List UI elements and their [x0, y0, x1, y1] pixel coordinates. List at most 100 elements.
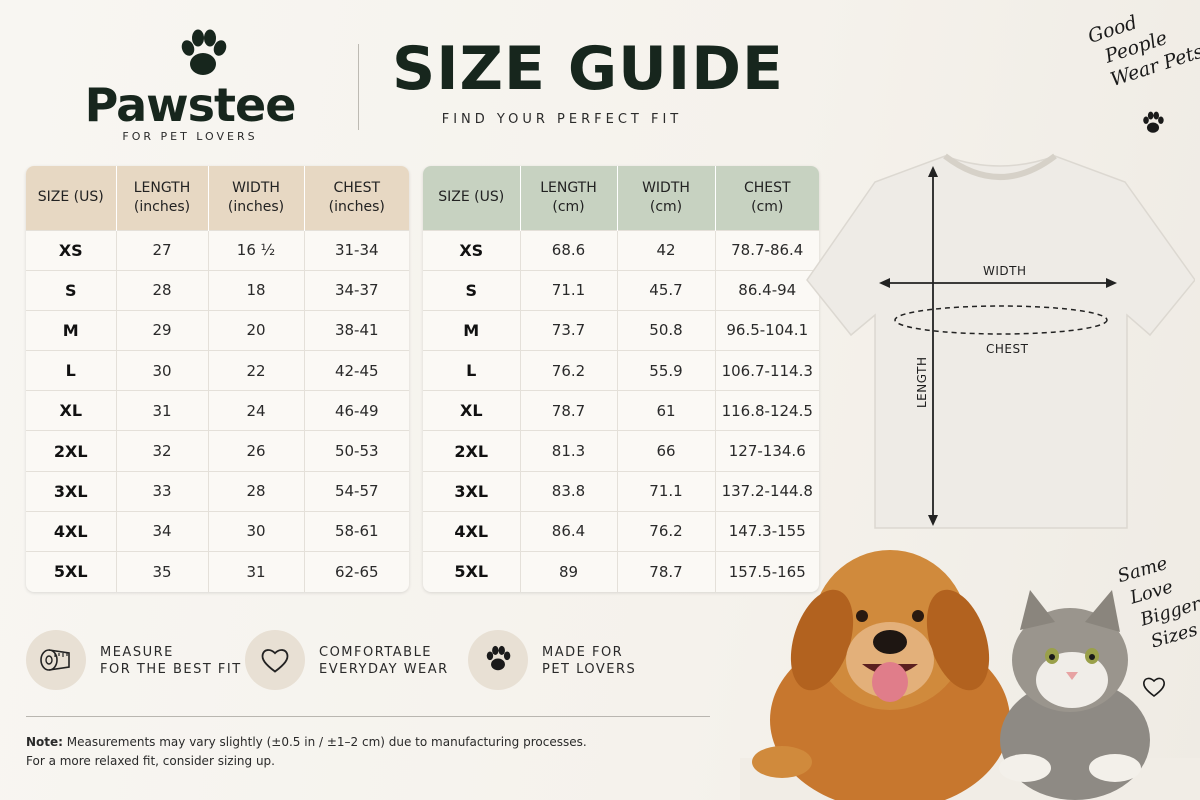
- measurement-cell: 50.8: [617, 309, 716, 351]
- measurement-cell: 66: [617, 430, 716, 472]
- header-size: SIZE (US): [26, 166, 117, 230]
- measurement-cell: 46-49: [304, 390, 409, 431]
- measurement-cell: 78.7: [617, 550, 716, 592]
- measurement-cell: 31: [208, 550, 305, 592]
- footer-divider: [26, 716, 710, 717]
- measurement-cell: 55.9: [617, 350, 716, 391]
- feature-line: MADE FOR: [542, 645, 624, 660]
- footnote-line: For a more relaxed fit, consider sizing …: [26, 754, 275, 768]
- measurement-cell: 73.7: [520, 309, 618, 351]
- brand-name: Pawstee: [84, 78, 297, 132]
- paw-icon: [486, 645, 511, 671]
- feature-line: MEASURE: [100, 645, 174, 660]
- size-cell: 5XL: [423, 550, 521, 592]
- table-row: M 29 20 38-41: [26, 309, 409, 351]
- table-header-row: SIZE (US) LENGTH (cm) WIDTH (cm) CHEST (cm): [423, 166, 819, 230]
- footnote: Note: Measurements may vary slightly (±0…: [26, 733, 726, 771]
- table-row: XS 27 16 ½ 31-34: [26, 229, 409, 271]
- measurement-cell: 137.2-144.8: [715, 470, 819, 512]
- size-table-inches: SIZE (US) LENGTH (inches) WIDTH (inches) C…: [26, 166, 409, 592]
- size-cell: 4XL: [423, 510, 521, 552]
- size-cell: 4XL: [26, 510, 117, 552]
- feature-pet-lovers: MADE FOR PET LOVERS: [468, 630, 678, 690]
- header-length: LENGTH (inches): [116, 166, 209, 230]
- table-row: S 28 18 34-37: [26, 269, 409, 311]
- paw-logo-icon: [181, 29, 227, 75]
- feature-icon-circle: [468, 630, 528, 690]
- table-row: L 76.2 55.9 106.7-114.3: [423, 350, 819, 391]
- header-width: WIDTH (inches): [208, 166, 305, 230]
- width-label: WIDTH: [983, 264, 1027, 278]
- size-cell: M: [26, 309, 117, 351]
- table-row: XS 68.6 42 78.7-86.4: [423, 229, 819, 271]
- measurement-cell: 34: [116, 510, 209, 552]
- header-size: SIZE (US): [423, 166, 521, 230]
- measurement-cell: 78.7: [520, 390, 618, 431]
- size-cell: XL: [423, 390, 521, 431]
- table-row: 5XL 35 31 62-65: [26, 550, 409, 592]
- size-table-cm: SIZE (US) LENGTH (cm) WIDTH (cm) CHEST (cm)…: [423, 166, 819, 592]
- footnote-label: Note:: [26, 735, 63, 749]
- slogan-top: Good People Wear Pets: [1085, 0, 1200, 94]
- table-row: S 71.1 45.7 86.4-94: [423, 269, 819, 311]
- measurement-cell: 81.3: [520, 430, 618, 472]
- table-row: 2XL 32 26 50-53: [26, 430, 409, 472]
- measurement-cell: 50-53: [304, 430, 409, 472]
- measurement-cell: 68.6: [520, 229, 618, 271]
- measurement-cell: 106.7-114.3: [715, 350, 819, 391]
- measuring-tape-icon: [40, 649, 70, 671]
- measurement-cell: 34-37: [304, 269, 409, 311]
- measurement-cell: 96.5-104.1: [715, 309, 819, 351]
- table-row: 4XL 34 30 58-61: [26, 510, 409, 552]
- size-cell: M: [423, 309, 521, 351]
- measurement-cell: 20: [208, 309, 305, 351]
- measurement-cell: 28: [116, 269, 209, 311]
- measurement-cell: 58-61: [304, 510, 409, 552]
- length-label: LENGTH: [915, 356, 929, 408]
- feature-line: FOR THE BEST FIT: [100, 662, 242, 677]
- table-row: L 30 22 42-45: [26, 350, 409, 391]
- measurement-cell: 61: [617, 390, 716, 431]
- measurement-cell: 83.8: [520, 470, 618, 512]
- measurement-cell: 26: [208, 430, 305, 472]
- measurement-cell: 62-65: [304, 550, 409, 592]
- heart-icon: [261, 649, 289, 673]
- measurement-cell: 31: [116, 390, 209, 431]
- measurement-cell: 89: [520, 550, 618, 592]
- measurement-cell: 42-45: [304, 350, 409, 391]
- size-cell: S: [423, 269, 521, 311]
- measurement-cell: 30: [208, 510, 305, 552]
- header-width: WIDTH (cm): [617, 166, 716, 230]
- tshirt-illustration: [806, 153, 1196, 529]
- size-cell: S: [26, 269, 117, 311]
- measurement-cell: 27: [116, 229, 209, 271]
- footnote-text: Measurements may vary slightly (±0.5 in …: [62, 735, 587, 749]
- header-length: LENGTH (cm): [520, 166, 618, 230]
- measurement-cell: 157.5-165: [715, 550, 819, 592]
- measurement-cell: 38-41: [304, 309, 409, 351]
- measurement-cell: 30: [116, 350, 209, 391]
- dog-and-cat-illustration: [740, 550, 1200, 800]
- header-divider: [358, 44, 359, 130]
- measurement-cell: 76.2: [617, 510, 716, 552]
- table-row: 3XL 83.8 71.1 137.2-144.8: [423, 470, 819, 512]
- feature-icon-circle: [245, 630, 305, 690]
- paw-icon: [1143, 111, 1164, 133]
- measurement-cell: 28: [208, 470, 305, 512]
- measurement-cell: 86.4: [520, 510, 618, 552]
- feature-text: MEASURE FOR THE BEST FIT: [100, 644, 242, 678]
- table-row: M 73.7 50.8 96.5-104.1: [423, 309, 819, 351]
- page-title: SIZE GUIDE: [392, 34, 785, 104]
- table-row: 4XL 86.4 76.2 147.3-155: [423, 510, 819, 552]
- measurement-cell: 29: [116, 309, 209, 351]
- table-row: 3XL 33 28 54-57: [26, 470, 409, 512]
- footnote-line: Note: Measurements may vary slightly (±0…: [26, 733, 726, 752]
- measurement-cell: 32: [116, 430, 209, 472]
- size-cell: L: [26, 350, 117, 391]
- size-cell: XL: [26, 390, 117, 431]
- measurement-cell: 71.1: [617, 470, 716, 512]
- table-row: XL 78.7 61 116.8-124.5: [423, 390, 819, 431]
- tshirt-diagram: WIDTH CHEST LENGTH: [805, 150, 1196, 535]
- measurement-cell: 76.2: [520, 350, 618, 391]
